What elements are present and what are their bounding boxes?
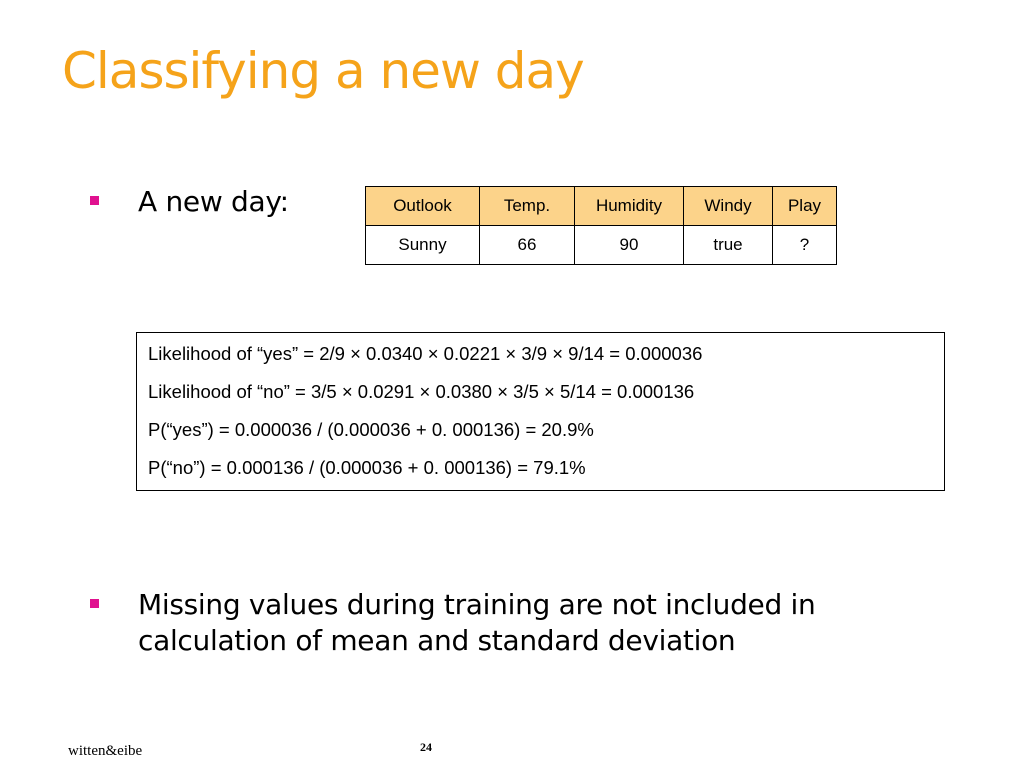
- cell-play: ?: [772, 225, 837, 265]
- bullet-new-day: A new day:: [138, 185, 289, 218]
- slide-title: Classifying a new day: [62, 42, 585, 100]
- likelihood-no-line: Likelihood of “no” = 3/5 × 0.0291 × 0.03…: [148, 381, 695, 402]
- footer-credit: witten&eibe: [68, 743, 143, 759]
- calculation-box: Likelihood of “yes” = 2/9 × 0.0340 × 0.0…: [136, 332, 945, 491]
- likelihood-yes-line: Likelihood of “yes” = 2/9 × 0.0340 × 0.0…: [148, 343, 703, 364]
- table-header-row: Outlook Temp. Humidity Windy Play: [365, 186, 837, 226]
- header-windy: Windy: [683, 186, 773, 226]
- cell-outlook: Sunny: [365, 225, 480, 265]
- bullet-marker: [90, 599, 99, 608]
- probability-yes-line: P(“yes”) = 0.000036 / (0.000036 + 0. 000…: [148, 419, 594, 440]
- header-humidity: Humidity: [574, 186, 684, 226]
- probability-no-line: P(“no”) = 0.000136 / (0.000036 + 0. 0001…: [148, 457, 586, 478]
- table-row: Sunny 66 90 true ?: [365, 225, 837, 265]
- page-number: 24: [420, 740, 432, 754]
- bullet-marker: [90, 196, 99, 205]
- header-temp: Temp.: [479, 186, 575, 226]
- cell-humidity: 90: [574, 225, 684, 265]
- header-play: Play: [772, 186, 837, 226]
- bullet-missing-values: Missing values during training are not i…: [138, 588, 816, 657]
- cell-windy: true: [683, 225, 773, 265]
- new-day-table: Outlook Temp. Humidity Windy Play Sunny …: [365, 186, 837, 265]
- header-outlook: Outlook: [365, 186, 480, 226]
- cell-temp: 66: [479, 225, 575, 265]
